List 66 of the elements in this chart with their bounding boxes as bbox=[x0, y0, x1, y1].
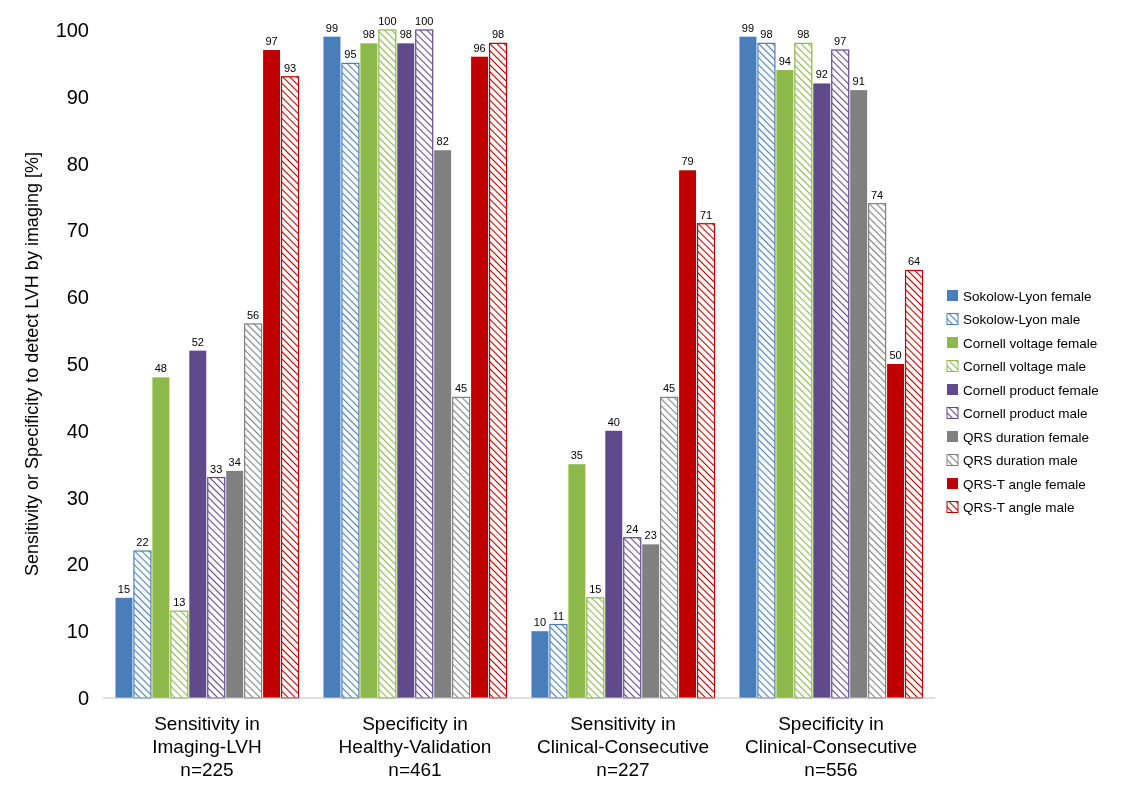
data-label: 100 bbox=[378, 15, 397, 27]
data-label: 34 bbox=[228, 455, 241, 468]
data-label: 98 bbox=[362, 28, 375, 41]
data-label: 40 bbox=[607, 415, 620, 428]
data-label: 98 bbox=[399, 28, 412, 41]
data-label: 94 bbox=[778, 55, 791, 68]
y-tick-label: 50 bbox=[66, 353, 89, 375]
legend-label: QRS-T angle male bbox=[963, 500, 1075, 516]
data-label: 98 bbox=[760, 28, 773, 41]
data-label: 35 bbox=[570, 449, 583, 462]
y-axis-title: Sensitivity or Specificity to detect LVH by imaging [%] bbox=[22, 152, 42, 576]
y-tick-label: 40 bbox=[66, 419, 89, 442]
data-label: 97 bbox=[834, 35, 847, 48]
data-label: 82 bbox=[436, 135, 449, 148]
data-label: 74 bbox=[871, 188, 884, 201]
y-tick-label: 30 bbox=[66, 486, 89, 509]
data-label: 99 bbox=[325, 21, 339, 34]
y-tick-label: 20 bbox=[66, 553, 89, 576]
data-label: 23 bbox=[644, 529, 657, 542]
y-tick-label: 80 bbox=[66, 152, 89, 175]
data-label: 98 bbox=[491, 28, 505, 41]
data-label: 71 bbox=[699, 208, 713, 221]
data-label: 64 bbox=[907, 255, 921, 268]
y-tick-label: 100 bbox=[55, 19, 89, 41]
data-label: 56 bbox=[247, 308, 260, 321]
y-tick-label: 10 bbox=[66, 620, 89, 643]
y-tick-label: 90 bbox=[66, 85, 89, 108]
legend-label: Sokolow-Lyon female bbox=[963, 288, 1092, 304]
x-tick-label: Sensitivity in Imaging-LVH n=225 bbox=[152, 713, 262, 780]
x-tick-label: Specificity in Clinical-Consecutive n=556 bbox=[744, 713, 918, 780]
x-tick-label: Specificity in Healthy-Validation n=461 bbox=[338, 713, 492, 780]
data-label: 50 bbox=[889, 349, 902, 361]
data-label: 95 bbox=[344, 48, 357, 61]
y-tick-label: 70 bbox=[66, 219, 89, 242]
legend-label: QRS duration female bbox=[963, 429, 1090, 445]
data-label: 45 bbox=[455, 382, 468, 395]
data-label: 10 bbox=[533, 616, 547, 629]
data-label: 15 bbox=[589, 582, 602, 595]
data-label: 48 bbox=[154, 362, 167, 375]
data-label: 11 bbox=[552, 609, 565, 622]
data-label: 98 bbox=[797, 28, 810, 41]
data-label: 52 bbox=[191, 335, 204, 348]
data-label: 99 bbox=[741, 21, 755, 34]
legend-label: Cornell voltage male bbox=[963, 359, 1087, 375]
y-tick-label: 0 bbox=[77, 687, 89, 709]
data-label: 96 bbox=[473, 41, 486, 54]
x-tick-label: Sensitivity in Clinical-Consecutive n=227 bbox=[536, 713, 710, 780]
data-label: 92 bbox=[815, 68, 828, 81]
legend-label: QRS duration male bbox=[963, 453, 1078, 469]
legend-label: QRS-T angle female bbox=[963, 476, 1086, 492]
data-label: 13 bbox=[173, 596, 186, 609]
legend-label: Sokolow-Lyon male bbox=[963, 312, 1081, 328]
data-label: 22 bbox=[136, 536, 149, 549]
data-label: 45 bbox=[663, 382, 676, 395]
data-label: 97 bbox=[265, 35, 278, 48]
data-label: 33 bbox=[210, 462, 223, 475]
data-label: 15 bbox=[117, 582, 131, 595]
data-label: 91 bbox=[852, 75, 865, 88]
legend-label: Cornell product male bbox=[963, 406, 1088, 422]
data-label: 93 bbox=[283, 61, 297, 74]
data-label: 79 bbox=[681, 155, 694, 168]
data-label: 24 bbox=[626, 522, 639, 535]
data-label: 100 bbox=[415, 15, 434, 27]
legend-label: Cornell product female bbox=[963, 382, 1099, 398]
y-tick-label: 60 bbox=[66, 286, 89, 309]
legend-label: Cornell voltage female bbox=[963, 335, 1098, 351]
